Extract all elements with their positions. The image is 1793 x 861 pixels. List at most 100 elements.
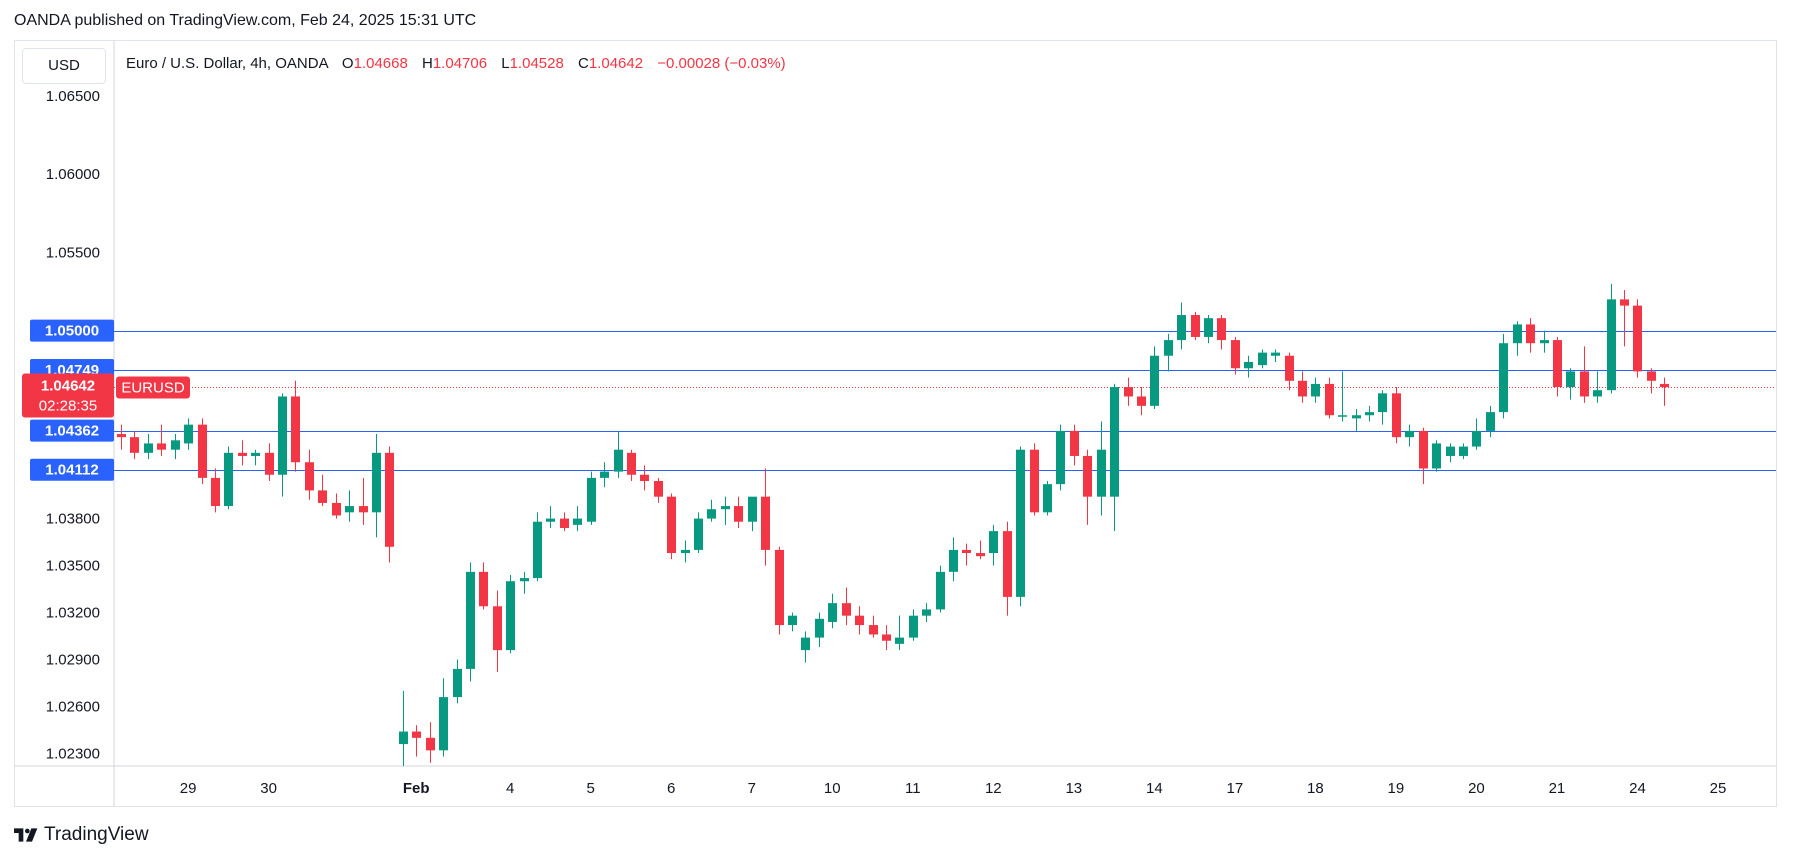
legend-open-label: O xyxy=(341,55,354,72)
candle-body xyxy=(1553,340,1562,388)
candle-body xyxy=(1083,455,1092,497)
candle-body xyxy=(694,518,703,550)
symbol-badge-bg xyxy=(116,376,190,399)
legend-close-label: C xyxy=(578,55,589,72)
candle xyxy=(144,434,153,460)
tradingview-logo[interactable]: TradingView xyxy=(14,822,149,848)
candle-body xyxy=(426,737,435,751)
candle xyxy=(546,506,555,528)
candle xyxy=(171,434,180,460)
currency-selector[interactable]: USD xyxy=(22,48,106,84)
candle xyxy=(1486,405,1495,438)
time-tick-label: 11 xyxy=(905,780,921,797)
candle-body xyxy=(869,625,878,635)
candle xyxy=(1231,336,1240,375)
candle xyxy=(1030,443,1039,516)
candle-body xyxy=(399,731,408,745)
candle-body xyxy=(1204,318,1213,337)
candle-body xyxy=(1593,390,1602,397)
candle xyxy=(520,571,529,594)
candle-body xyxy=(828,603,837,622)
candle xyxy=(1016,446,1025,607)
price-tick-label: 1.03500 xyxy=(46,558,100,575)
candle xyxy=(1513,321,1522,356)
candle-body xyxy=(1526,324,1535,344)
candle-body xyxy=(278,396,287,475)
legend-high-value: 1.04706 xyxy=(432,55,488,72)
tradingview-logo-icon xyxy=(14,828,38,842)
candle-body xyxy=(600,471,609,478)
candle xyxy=(1459,443,1468,460)
candle-body xyxy=(345,506,354,513)
candle xyxy=(976,540,985,560)
candle xyxy=(1271,349,1280,363)
time-tick-label: 24 xyxy=(1629,780,1646,797)
candle-body xyxy=(922,609,931,616)
candle xyxy=(815,612,824,647)
candle xyxy=(1446,443,1455,463)
level-price-tag-1: 1.05000 xyxy=(30,319,114,342)
symbol-badge-text: EURUSD xyxy=(121,380,185,397)
candle-body xyxy=(721,506,730,510)
candle xyxy=(1191,311,1200,341)
candle xyxy=(1177,302,1186,350)
candle-body xyxy=(761,496,770,550)
candle xyxy=(1056,424,1065,491)
candle xyxy=(560,512,569,532)
candle xyxy=(1553,336,1562,397)
candle xyxy=(1566,368,1575,400)
legend-open-value: 1.04668 xyxy=(353,55,408,72)
candle xyxy=(1003,521,1012,616)
candle-body xyxy=(198,424,207,478)
candle xyxy=(1620,289,1629,347)
candle-body xyxy=(1540,340,1549,344)
candle xyxy=(1164,333,1173,372)
candle-body xyxy=(1352,415,1361,419)
candle-body xyxy=(412,731,421,738)
candle xyxy=(1110,383,1119,532)
candle xyxy=(1124,377,1133,406)
candle-body xyxy=(1446,446,1455,456)
price-tick-label: 1.02300 xyxy=(46,745,100,762)
candle-body xyxy=(238,452,247,456)
candle-body xyxy=(748,496,757,522)
candle xyxy=(1204,315,1213,344)
candle xyxy=(1580,346,1589,403)
candle-body xyxy=(1499,343,1508,413)
candle xyxy=(533,512,542,582)
time-tick-label: 12 xyxy=(985,780,1002,797)
candle xyxy=(1593,371,1602,403)
candle-body xyxy=(667,496,676,554)
ohlc-legend: Euro / U.S. Dollar, 4h, OANDA O1.04668 H… xyxy=(126,55,786,72)
candle-body xyxy=(801,637,810,651)
candle-body xyxy=(1392,393,1401,438)
candle xyxy=(385,446,394,563)
candle xyxy=(238,440,247,466)
candle xyxy=(412,725,421,757)
candle xyxy=(1499,333,1508,419)
candle-body xyxy=(479,571,488,607)
candle xyxy=(184,418,193,450)
time-tick-label: 5 xyxy=(587,780,595,797)
candle xyxy=(1311,377,1320,403)
legend-high-label: H xyxy=(422,55,433,72)
candle-body xyxy=(171,440,180,450)
candle-body xyxy=(332,502,341,516)
candle xyxy=(1244,355,1253,378)
candle-body xyxy=(815,618,824,638)
candle-body xyxy=(533,521,542,579)
candle xyxy=(479,562,488,610)
candle xyxy=(761,468,770,566)
last-price-tag-bg xyxy=(22,373,114,418)
candle-body xyxy=(1056,430,1065,485)
candle xyxy=(332,493,341,519)
candle xyxy=(278,393,287,497)
candle-body xyxy=(560,518,569,528)
candle xyxy=(949,537,958,582)
candle xyxy=(1097,421,1106,516)
candle xyxy=(1432,440,1441,472)
candle xyxy=(775,546,784,635)
candle xyxy=(1365,405,1374,422)
